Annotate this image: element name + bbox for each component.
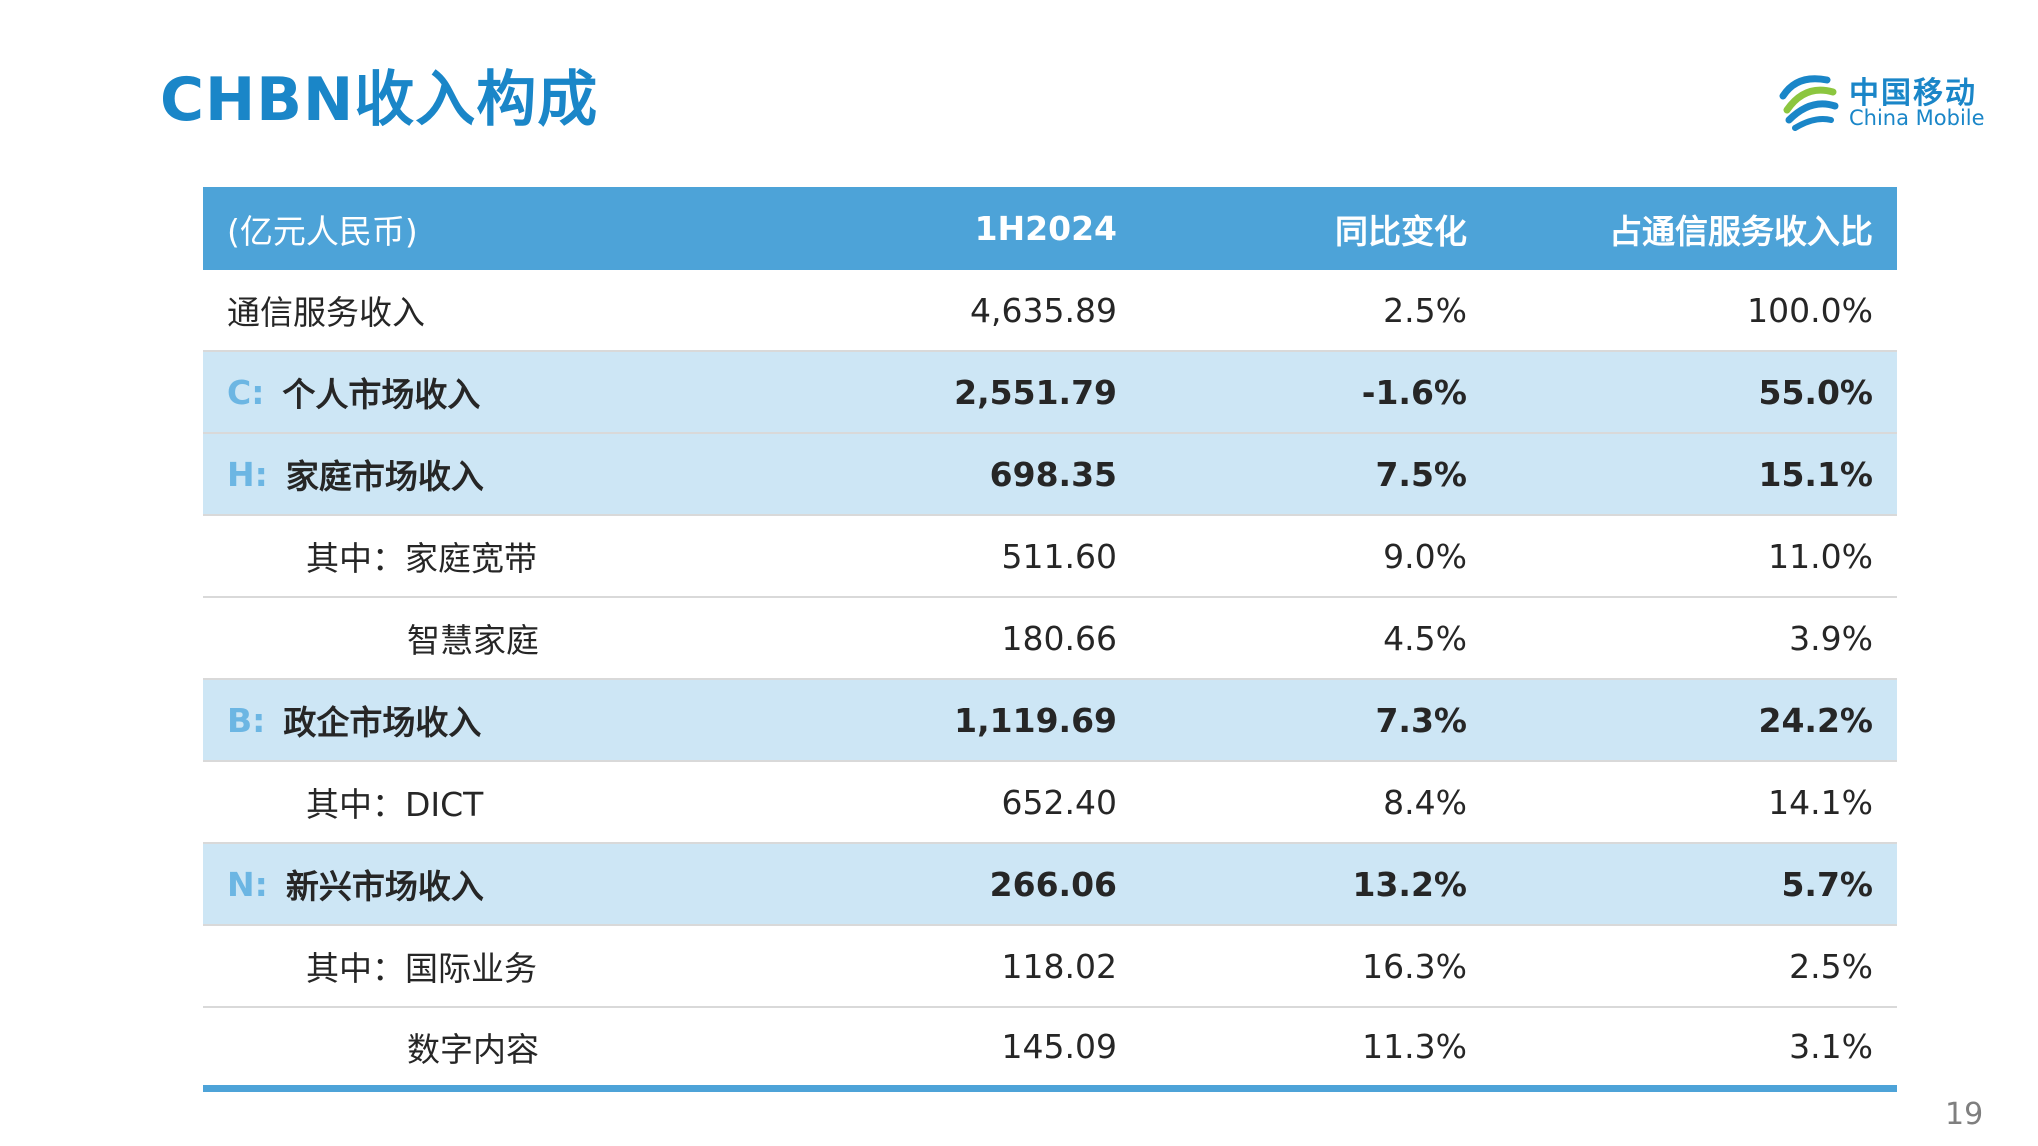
page-title: CHBN收入构成	[160, 65, 599, 135]
row-label: 数字内容	[407, 1008, 539, 1085]
row-value: 180.66	[1001, 618, 1117, 658]
row-share: 24.2%	[1758, 700, 1874, 740]
table-row: 其中：DICT 652.40 8.4% 14.1%	[203, 762, 1897, 844]
table-row: 其中：家庭宽带 511.60 9.0% 11.0%	[203, 516, 1897, 598]
row-value: 511.60	[1001, 536, 1117, 576]
row-yoy: 2.5%	[1383, 290, 1467, 330]
row-label: 其中：国际业务	[306, 926, 537, 1006]
table-row: 智慧家庭 180.66 4.5% 3.9%	[203, 598, 1897, 680]
table-row: 数字内容 145.09 11.3% 3.1%	[203, 1008, 1897, 1092]
row-label-text: 数字内容	[407, 1029, 539, 1069]
row-yoy: 9.0%	[1383, 536, 1467, 576]
row-share: 3.1%	[1789, 1027, 1873, 1066]
row-label-text: 智慧家庭	[407, 621, 539, 660]
table-row: 通信服务收入 4,635.89 2.5% 100.0%	[203, 270, 1897, 352]
row-label-text: 新兴市场收入	[285, 867, 484, 906]
row-share: 55.0%	[1758, 372, 1874, 412]
segment-prefix: N:	[227, 864, 268, 904]
row-share: 100.0%	[1747, 290, 1873, 330]
table-header-row: (亿元人民币) 1H2024 同比变化 占通信服务收入比	[203, 187, 1897, 270]
revenue-table: (亿元人民币) 1H2024 同比变化 占通信服务收入比 通信服务收入 4,63…	[203, 187, 1897, 1092]
table-row-segment-c: C: 个人市场收入 2,551.79 -1.6% 55.0%	[203, 352, 1897, 434]
row-share: 15.1%	[1758, 454, 1874, 494]
china-mobile-logo-icon	[1779, 75, 1839, 131]
row-value: 266.06	[989, 864, 1117, 904]
row-value: 118.02	[1001, 946, 1117, 986]
segment-prefix: H:	[227, 454, 268, 494]
row-label: 智慧家庭	[407, 598, 539, 678]
row-label-text: 个人市场收入	[282, 375, 481, 414]
row-yoy: 8.4%	[1383, 782, 1467, 822]
row-share: 2.5%	[1789, 946, 1873, 986]
row-yoy: -1.6%	[1361, 372, 1467, 412]
table-row-segment-h: H: 家庭市场收入 698.35 7.5% 15.1%	[203, 434, 1897, 516]
segment-prefix: C:	[227, 372, 265, 412]
logo-chinese-name: 中国移动	[1849, 76, 1977, 111]
header-period: 1H2024	[974, 209, 1117, 248]
row-yoy: 7.3%	[1375, 700, 1467, 740]
row-label-text: 其中：国际业务	[306, 949, 537, 988]
row-yoy: 11.3%	[1362, 1027, 1467, 1066]
row-label-text: 政企市场收入	[283, 703, 482, 742]
table-row-segment-b: B: 政企市场收入 1,119.69 7.3% 24.2%	[203, 680, 1897, 762]
row-value: 4,635.89	[970, 290, 1117, 330]
row-label: 通信服务收入	[227, 270, 425, 350]
row-yoy: 7.5%	[1375, 454, 1467, 494]
row-value: 145.09	[1001, 1027, 1117, 1066]
row-label: 其中：家庭宽带	[306, 516, 537, 596]
row-label: H: 家庭市场收入	[227, 434, 484, 514]
row-label: B: 政企市场收入	[227, 680, 481, 760]
row-yoy: 4.5%	[1383, 618, 1467, 658]
row-value: 652.40	[1001, 782, 1117, 822]
row-label-text: 其中：DICT	[306, 785, 484, 824]
row-label: C: 个人市场收入	[227, 352, 480, 432]
row-label: 其中：DICT	[306, 762, 483, 842]
row-label-text: 家庭市场收入	[285, 457, 484, 496]
header-unit: (亿元人民币)	[227, 211, 418, 251]
table-row: 其中：国际业务 118.02 16.3% 2.5%	[203, 926, 1897, 1008]
row-value: 2,551.79	[954, 372, 1117, 412]
row-share: 3.9%	[1789, 618, 1873, 658]
row-value: 698.35	[989, 454, 1117, 494]
row-yoy: 16.3%	[1362, 946, 1467, 986]
row-label-text: 其中：家庭宽带	[306, 539, 537, 578]
china-mobile-logo: 中国移动 China Mobile	[1775, 66, 1995, 136]
row-yoy: 13.2%	[1352, 864, 1468, 904]
row-share: 14.1%	[1768, 782, 1873, 822]
table-row-segment-n: N: 新兴市场收入 266.06 13.2% 5.7%	[203, 844, 1897, 926]
page-number: 19	[1945, 1097, 1984, 1132]
row-label: N: 新兴市场收入	[227, 844, 484, 924]
logo-english-name: China Mobile	[1849, 106, 1985, 130]
row-share: 5.7%	[1781, 864, 1873, 904]
row-share: 11.0%	[1768, 536, 1873, 576]
row-value: 1,119.69	[954, 700, 1117, 740]
header-yoy: 同比变化	[1335, 211, 1467, 251]
header-share: 占通信服务收入比	[1609, 211, 1873, 251]
row-label-text: 通信服务收入	[227, 293, 425, 332]
segment-prefix: B:	[227, 700, 266, 740]
